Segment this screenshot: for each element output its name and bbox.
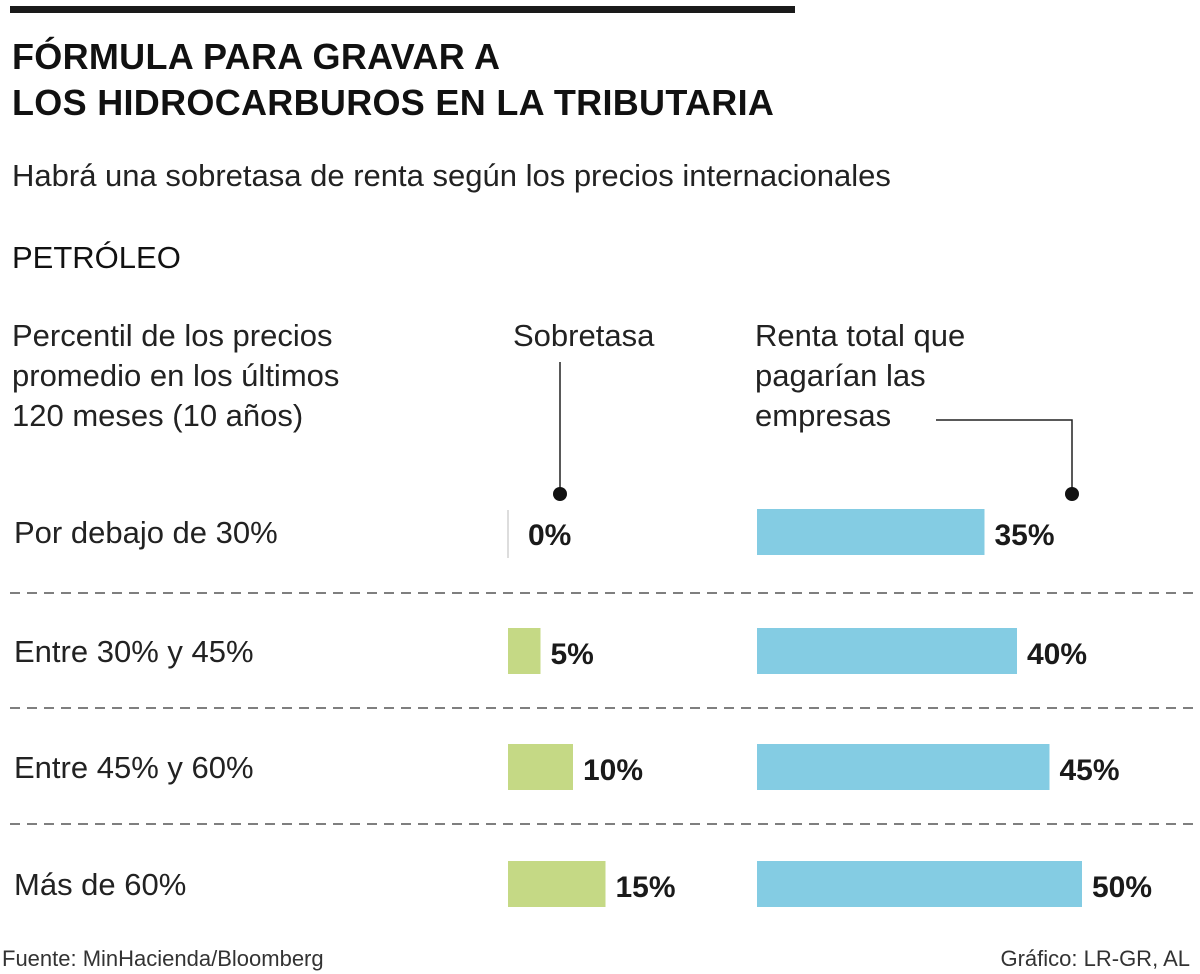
percentil-header-line-2: promedio en los últimos xyxy=(12,358,340,393)
percentil-header-line-3: 120 meses (10 años) xyxy=(12,398,304,433)
category-label: Entre 30% y 45% xyxy=(14,634,254,669)
renta-bar xyxy=(757,628,1017,674)
sobretasa-column-header: Sobretasa xyxy=(513,316,654,356)
renta-bar xyxy=(757,744,1050,790)
renta-value-label: 50% xyxy=(1092,871,1152,904)
renta-header-line-3: empresas xyxy=(755,398,892,433)
chart-title: FÓRMULA PARA GRAVAR A LOS HIDROCARBUROS … xyxy=(12,34,912,126)
sobretasa-value-label: 10% xyxy=(583,754,643,787)
chart-row-1: Por debajo de 30% 0% 35% xyxy=(14,509,1055,558)
footer-credit: Gráfico: LR-GR, AL xyxy=(1000,946,1190,971)
header-leader-lines xyxy=(553,362,1079,501)
percentil-header-line-1: Percentil de los precios xyxy=(12,318,333,353)
chart-row-3: Entre 45% y 60% 10% 45% xyxy=(14,744,1120,790)
sobretasa-header-line-1: Sobretasa xyxy=(513,318,655,353)
renta-column-header: Renta total que pagarían las empresas xyxy=(755,316,965,436)
renta-leader-dot xyxy=(1065,487,1079,501)
renta-value-label: 35% xyxy=(995,519,1055,552)
renta-leader-line xyxy=(936,419,1073,493)
renta-bar xyxy=(757,861,1082,907)
title-line-1: FÓRMULA PARA GRAVAR A xyxy=(12,36,501,77)
renta-value-label: 45% xyxy=(1060,754,1120,787)
category-label: Por debajo de 30% xyxy=(14,515,278,550)
renta-value-label: 40% xyxy=(1027,638,1087,671)
sobretasa-bar xyxy=(508,861,606,907)
sobretasa-value-label: 0% xyxy=(528,519,571,552)
sobretasa-leader-dot xyxy=(553,487,567,501)
category-label: Entre 45% y 60% xyxy=(14,750,254,785)
category-label: Más de 60% xyxy=(14,867,186,902)
sobretasa-value-label: 15% xyxy=(616,871,676,904)
sobretasa-value-label: 5% xyxy=(551,638,594,671)
chart-row-4: Más de 60% 15% 50% xyxy=(14,861,1152,907)
chart-rows: Por debajo de 30% 0% 35% Entre 30% y 45% 5% 4… xyxy=(10,509,1198,907)
sobretasa-bar xyxy=(508,744,573,790)
chart-row-2: Entre 30% y 45% 5% 40% xyxy=(14,628,1087,674)
top-rule xyxy=(10,6,795,13)
section-label: PETRÓLEO xyxy=(12,240,181,275)
sobretasa-bar xyxy=(508,628,541,674)
renta-bar xyxy=(757,509,985,555)
renta-header-line-2: pagarían las xyxy=(755,358,926,393)
title-line-2: LOS HIDROCARBUROS EN LA TRIBUTARIA xyxy=(12,82,775,123)
renta-header-line-1: Renta total que xyxy=(755,318,966,353)
footer-source: Fuente: MinHacienda/Bloomberg xyxy=(2,946,324,971)
percentil-column-header: Percentil de los precios promedio en los… xyxy=(12,316,339,436)
chart-subtitle: Habrá una sobretasa de renta según los p… xyxy=(12,158,891,193)
